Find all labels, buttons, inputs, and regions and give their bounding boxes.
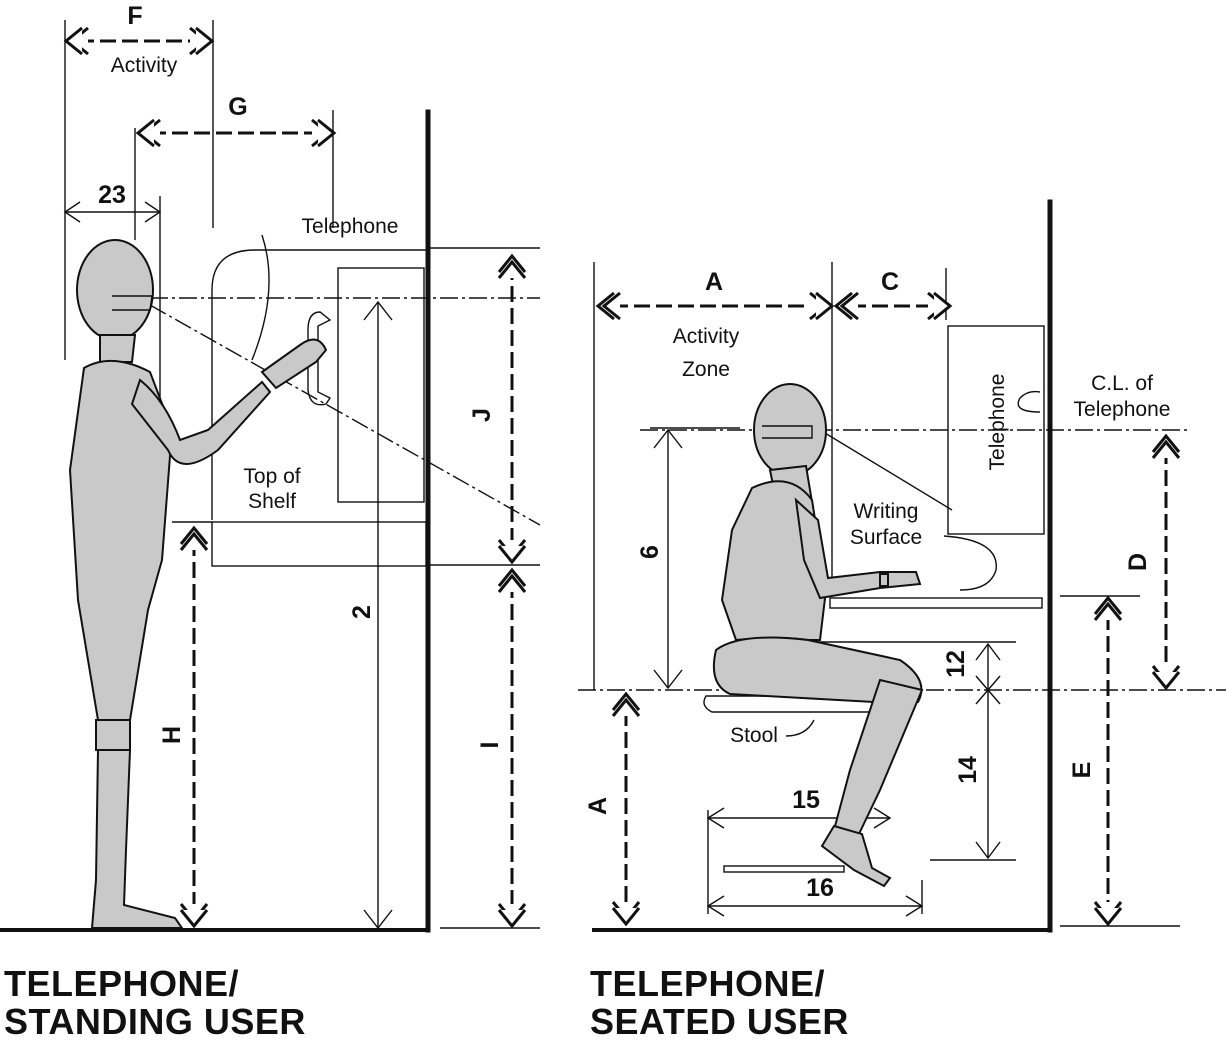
dim-16-label: 16 <box>806 874 834 902</box>
dim-14-arrow-top <box>975 688 1001 705</box>
stool-leader <box>785 719 815 737</box>
stool-label: Stool <box>730 724 778 747</box>
dim-E-label: E <box>1068 762 1096 779</box>
top-of-shelf-label-1: Top of <box>243 465 300 488</box>
telephone-label: Telephone <box>302 215 399 238</box>
dim-A-top-label: A <box>705 268 723 296</box>
writing-surface-label-2: Surface <box>850 526 922 549</box>
dim-J-arrow <box>497 253 527 565</box>
seated-sight-line <box>819 429 953 511</box>
standing-panel: F Activity G 23 Telephone Top of Shelf J… <box>0 2 541 1042</box>
dim-D-arrow <box>1151 433 1181 691</box>
dim-G-arrow <box>135 118 337 148</box>
dim-E-arrow <box>1093 595 1123 927</box>
cl-leader <box>1017 390 1041 413</box>
cl-label-2: Telephone <box>1074 398 1171 421</box>
dim-A-left-arrow <box>611 691 641 927</box>
dim-F-label: F <box>127 2 142 30</box>
standing-shelf <box>211 521 427 567</box>
seated-telephone-label: Telephone <box>986 374 1009 471</box>
phone-booth-outline <box>211 249 428 520</box>
dim-C-label: C <box>881 268 899 296</box>
activity-zone-label-2: Zone <box>682 358 730 381</box>
dim-A-left-label: A <box>584 797 612 815</box>
dim-6-arrow-top <box>653 428 683 449</box>
activity-label: Activity <box>111 54 178 77</box>
dim-I-label: I <box>476 742 504 749</box>
dim-15-label: 15 <box>792 786 820 814</box>
dim-6-arrow-bottom <box>653 669 683 690</box>
sight-line <box>149 304 541 526</box>
dim-15-arrow-right <box>873 807 892 829</box>
dim-23-label: 23 <box>98 181 126 209</box>
top-of-shelf-label-2: Shelf <box>248 490 296 513</box>
dim-12-label: 12 <box>942 650 970 678</box>
view-angle-arc <box>251 234 270 361</box>
seated-caption-line2: SEATED USER <box>590 1001 849 1042</box>
dim-G-label: G <box>228 93 247 121</box>
standing-caption-line1: TELEPHONE/ <box>4 963 239 1004</box>
seated-caption-line1: TELEPHONE/ <box>590 963 825 1004</box>
seated-person-figure <box>712 383 924 888</box>
dim-H-arrow <box>179 525 209 929</box>
dim-D-label: D <box>1124 553 1152 571</box>
dim-F-arrow <box>63 26 215 56</box>
dim-2-arrow-top <box>363 300 393 321</box>
dim-6-label: 6 <box>636 545 664 559</box>
writing-surface <box>829 597 1043 609</box>
dim-12-arrow-top <box>975 642 1001 661</box>
dim-C-arrow <box>833 291 953 321</box>
dim-23-arrow-right <box>144 201 162 223</box>
standing-telephone-box <box>337 267 425 503</box>
dim-2-label: 2 <box>348 605 376 619</box>
dim-I-arrow <box>497 567 527 929</box>
dim-14-arrow-bottom <box>975 841 1001 860</box>
standing-person-figure <box>68 239 328 929</box>
dim-23-arrow-left <box>63 201 81 223</box>
dim-2-arrow-bottom <box>363 909 393 930</box>
dim-J-label: J <box>468 408 496 422</box>
seated-panel: A C Activity Zone Telephone C.L. of Tele… <box>578 199 1226 1042</box>
dim-H-label: H <box>158 726 186 744</box>
cl-label-1: C.L. of <box>1091 372 1153 395</box>
dim-14-label: 14 <box>954 756 982 784</box>
writing-surface-label-1: Writing <box>854 500 919 523</box>
writing-surface-leader <box>943 535 997 591</box>
dim-A-top-arrow <box>595 291 835 321</box>
activity-zone-label-1: Activity <box>673 325 740 348</box>
standing-caption-line2: STANDING USER <box>4 1001 306 1042</box>
